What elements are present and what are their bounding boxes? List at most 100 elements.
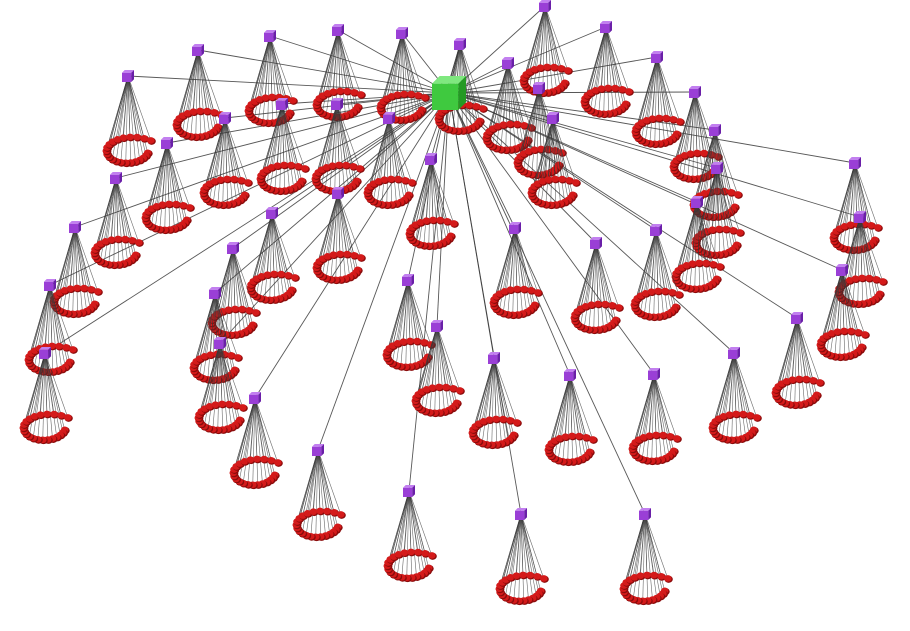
leaf-edge: [525, 5, 546, 75]
leaf-edge: [544, 5, 555, 68]
hub-node: [849, 157, 861, 169]
leaf-edge: [376, 117, 390, 204]
leaf-edge: [544, 5, 548, 67]
root-edge: [448, 56, 658, 94]
leaf-edge: [644, 513, 655, 576]
leaf-node: [708, 226, 717, 234]
leaf-node: [274, 459, 282, 466]
leaf-edge: [656, 56, 674, 120]
leaf-node: [492, 415, 500, 423]
leaf-edge: [520, 513, 529, 600]
leaf-edge: [534, 87, 540, 150]
leaf-edge: [436, 325, 447, 388]
leaf-node: [680, 152, 689, 159]
hub-node: [431, 320, 443, 332]
leaf-edge: [651, 229, 657, 292]
leaf-edge: [593, 26, 607, 113]
leaf-edge: [459, 43, 470, 106]
leaf-node: [357, 91, 365, 98]
leaf-node: [420, 338, 428, 346]
leaf-edge: [34, 284, 51, 351]
leaf-edge: [408, 490, 426, 554]
leaf-edge: [214, 292, 232, 356]
leaf-node: [537, 145, 545, 153]
hub-leaf-edges: [695, 167, 741, 255]
leaf-node: [246, 456, 255, 464]
leaf-node: [400, 90, 408, 98]
hub-leaf-edges: [176, 49, 222, 137]
leaf-node: [479, 105, 487, 112]
leaf-edge: [554, 374, 571, 441]
leaf-edge: [644, 513, 669, 579]
leaf-node: [393, 91, 402, 99]
leaf-edge: [398, 490, 410, 555]
leaf-edge: [333, 29, 339, 92]
leaf-edge: [197, 49, 214, 132]
leaf-edge: [32, 352, 46, 439]
leaf-node: [533, 572, 541, 580]
leaf-edge: [655, 229, 664, 316]
leaf-edge: [644, 56, 658, 143]
leaf-node: [416, 219, 425, 226]
leaf-edge: [644, 513, 661, 596]
leaf-edge: [151, 142, 168, 209]
leaf-edge: [696, 201, 714, 265]
leaf-edge: [113, 177, 117, 265]
leaf-node: [273, 162, 282, 170]
leaf-node: [512, 572, 521, 580]
leaf-edge: [271, 212, 296, 278]
leaf-node: [186, 204, 194, 211]
hub-cluster: [172, 44, 226, 142]
leaf-edge: [477, 357, 495, 442]
leaf-edge: [655, 229, 673, 293]
leaf-node: [493, 123, 502, 130]
leaf-node: [865, 274, 873, 282]
leaf-edge: [401, 32, 412, 95]
leaf-edge: [103, 177, 117, 264]
leaf-edge: [696, 201, 700, 263]
leaf-node: [211, 401, 220, 409]
leaf-edge: [694, 91, 712, 155]
leaf-node: [456, 387, 464, 394]
leaf-edge: [418, 158, 432, 245]
leaf-edge: [436, 325, 461, 391]
leaf-node: [845, 277, 854, 284]
leaf-edge: [586, 26, 607, 96]
leaf-node: [695, 259, 703, 267]
leaf-node: [618, 85, 626, 93]
leaf-node: [400, 549, 409, 557]
hub-node: [69, 221, 81, 233]
leaf-edge: [796, 317, 800, 379]
leaf-edge: [335, 192, 339, 280]
leaf-edge: [307, 449, 319, 514]
leaf-edge: [269, 35, 294, 101]
hub-leaf-edges: [94, 177, 140, 265]
leaf-edge: [838, 162, 856, 247]
leaf-edge: [638, 373, 655, 440]
hub-cluster: [312, 24, 366, 122]
leaf-node: [206, 351, 215, 359]
leaf-node: [179, 201, 187, 209]
leaf-node: [62, 343, 70, 351]
leaf-edge: [254, 397, 274, 478]
leaf-edge: [656, 56, 676, 137]
leaf-node: [565, 176, 573, 184]
leaf-edge: [653, 373, 670, 456]
leaf-edge: [96, 177, 117, 247]
leaf-edge: [49, 284, 60, 347]
leaf-nodes: [771, 375, 825, 410]
leaf-node: [329, 251, 338, 259]
leaf-edge: [235, 397, 256, 467]
leaf-node: [245, 306, 253, 314]
leaf-node: [408, 179, 416, 186]
leaf-node: [232, 401, 240, 409]
leaf-edge: [187, 49, 199, 114]
leaf-edge: [536, 87, 540, 175]
leaf-edge: [854, 162, 871, 245]
leaf-node: [257, 273, 266, 280]
leaf-edge: [100, 177, 117, 244]
leaf-edge: [147, 142, 168, 212]
leaf-edge: [538, 87, 542, 149]
leaf-edge: [493, 357, 513, 438]
leaf-edge: [178, 49, 199, 119]
